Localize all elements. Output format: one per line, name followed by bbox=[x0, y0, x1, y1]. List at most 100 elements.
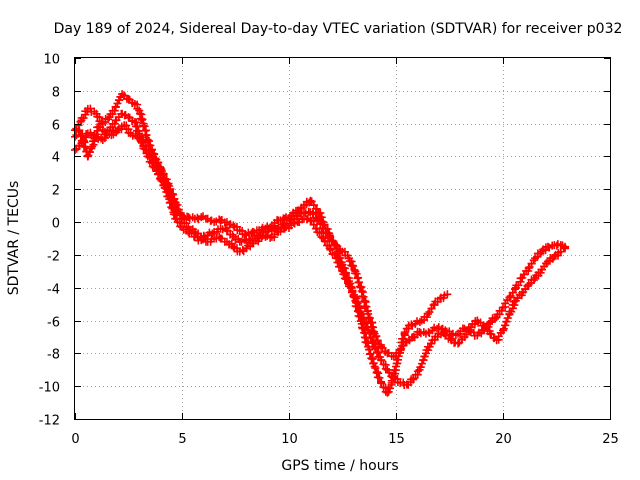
series-3-points bbox=[71, 121, 570, 361]
y-axis-label: SDTVAR / TECUs bbox=[6, 181, 22, 296]
data-point bbox=[561, 242, 570, 251]
x-tick-label: 15 bbox=[388, 432, 405, 447]
data-point-fill bbox=[368, 355, 377, 364]
y-tick-label: 10 bbox=[43, 53, 60, 68]
data-point bbox=[152, 160, 161, 169]
data-point bbox=[505, 293, 514, 302]
data-point-fill bbox=[501, 321, 510, 330]
data-point-fill bbox=[371, 364, 380, 373]
data-point-fill bbox=[415, 318, 424, 327]
y-tick-label: -12 bbox=[39, 414, 60, 429]
data-point-fill bbox=[336, 263, 345, 272]
data-point-fill bbox=[146, 141, 155, 150]
data-point-fill bbox=[110, 106, 119, 115]
y-tick-label: -4 bbox=[47, 283, 60, 298]
data-point-fill bbox=[429, 301, 438, 310]
data-point-fill bbox=[160, 184, 169, 193]
x-tick-label: 5 bbox=[178, 432, 186, 447]
y-tick-label: -10 bbox=[39, 381, 60, 396]
x-tick-label: 25 bbox=[602, 432, 619, 447]
data-point-fill bbox=[81, 143, 90, 152]
data-point-fill bbox=[348, 262, 357, 271]
data-point-fill bbox=[356, 283, 365, 292]
data-point-fill bbox=[365, 350, 374, 359]
data-point bbox=[325, 244, 334, 253]
data-point bbox=[312, 214, 321, 223]
data-point bbox=[377, 342, 386, 351]
data-point-fill bbox=[175, 210, 184, 219]
x-tick-label: 10 bbox=[281, 432, 298, 447]
data-point-fill bbox=[157, 167, 166, 176]
data-point bbox=[389, 373, 398, 382]
data-points-layer bbox=[71, 90, 570, 397]
data-point bbox=[113, 126, 122, 135]
data-point-fill bbox=[85, 148, 94, 157]
data-point-fill bbox=[75, 127, 84, 136]
data-point bbox=[197, 213, 206, 222]
data-point-fill bbox=[371, 344, 380, 353]
data-point-fill bbox=[238, 246, 247, 255]
data-point bbox=[383, 388, 392, 397]
data-point-fill bbox=[369, 339, 378, 348]
data-point bbox=[229, 242, 238, 251]
data-point-fill bbox=[133, 104, 142, 113]
data-point-fill bbox=[424, 328, 433, 337]
y-tick-label: -6 bbox=[47, 316, 60, 331]
data-point-fill bbox=[417, 359, 426, 368]
data-point bbox=[332, 241, 341, 250]
data-point-fill bbox=[208, 229, 217, 238]
plot-frame bbox=[74, 57, 611, 420]
data-point-fill bbox=[413, 367, 422, 376]
data-point-fill bbox=[348, 286, 357, 295]
data-point-fill bbox=[356, 308, 365, 317]
data-point-fill bbox=[490, 314, 499, 323]
data-point bbox=[141, 142, 150, 151]
data-point-fill bbox=[365, 345, 374, 354]
data-point-fill bbox=[503, 314, 512, 323]
y-tick-label: -8 bbox=[47, 348, 60, 363]
data-point-fill bbox=[352, 269, 361, 278]
data-point-fill bbox=[141, 131, 150, 140]
chart-title: Day 189 of 2024, Sidereal Day-to-day VTE… bbox=[54, 21, 623, 37]
y-tick-label: 0 bbox=[52, 217, 60, 232]
data-point-fill bbox=[323, 233, 332, 242]
data-point-fill bbox=[502, 317, 511, 326]
data-point-fill bbox=[353, 274, 362, 283]
data-point bbox=[229, 221, 238, 230]
data-point-fill bbox=[110, 119, 119, 128]
data-point-fill bbox=[165, 185, 174, 194]
data-point bbox=[443, 290, 452, 299]
data-point bbox=[370, 362, 379, 371]
data-point-fill bbox=[353, 299, 362, 308]
data-point-fill bbox=[510, 297, 519, 306]
x-axis-label: GPS time / hours bbox=[281, 458, 398, 474]
data-point-fill bbox=[354, 278, 363, 287]
data-point-fill bbox=[416, 363, 425, 372]
data-point-fill bbox=[346, 282, 355, 291]
data-point bbox=[543, 242, 552, 251]
data-point-fill bbox=[372, 332, 381, 341]
data-point bbox=[454, 339, 463, 348]
x-tick-label: 20 bbox=[495, 432, 512, 447]
data-point-fill bbox=[366, 334, 375, 343]
y-tick-label: 4 bbox=[52, 151, 60, 166]
data-point bbox=[550, 252, 559, 261]
data-point-fill bbox=[77, 132, 86, 141]
data-point-fill bbox=[174, 205, 183, 214]
y-ticks: -12 -10 -8 -6 -4 -2 0 2 4 6 8 10 bbox=[39, 53, 610, 429]
data-point-fill bbox=[419, 356, 428, 365]
data-point-fill bbox=[168, 190, 177, 199]
data-point-fill bbox=[499, 324, 508, 333]
data-point bbox=[133, 132, 142, 141]
y-tick-label: -2 bbox=[47, 250, 60, 265]
data-point-fill bbox=[92, 130, 101, 139]
y-tick-label: 2 bbox=[52, 184, 60, 199]
data-point bbox=[396, 346, 405, 355]
data-point bbox=[460, 324, 469, 333]
data-point bbox=[441, 326, 450, 335]
data-point-fill bbox=[342, 275, 351, 284]
y-tick-label: 8 bbox=[52, 86, 60, 101]
data-point-fill bbox=[302, 215, 311, 224]
data-point bbox=[499, 326, 507, 335]
